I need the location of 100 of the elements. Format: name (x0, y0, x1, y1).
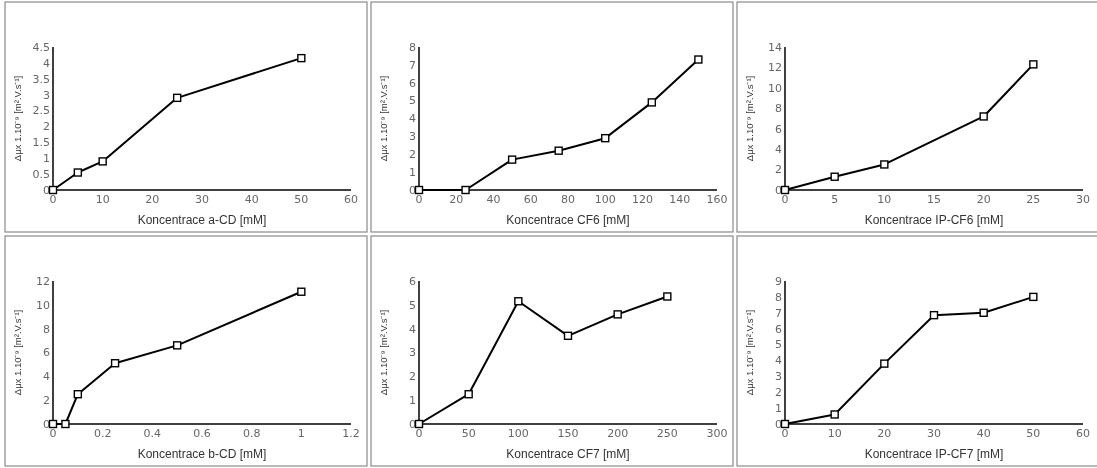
y-axis-title: Δμx 1.10⁻⁹ [m².V.s⁻¹] (744, 75, 755, 162)
y-tick-label: 1 (409, 165, 416, 179)
x-axis-title: Koncentrace b-CD [mM] (137, 447, 267, 461)
y-tick-label: 8 (775, 102, 782, 116)
y-tick-label: 0 (43, 183, 50, 197)
point (297, 53, 306, 63)
point (414, 419, 424, 429)
y-tick-label: 4.5 (32, 40, 50, 54)
x-tick-label: 0.4 (143, 427, 162, 440)
y-tick-label: 5 (409, 298, 416, 312)
y-tick-label: 0 (775, 417, 782, 431)
y-tick-label: 2 (775, 163, 782, 177)
x-tick-label: 60 (1076, 427, 1090, 440)
y-tick-label: 14 (768, 40, 782, 54)
point (1029, 292, 1038, 302)
point (563, 331, 573, 341)
y-axis-title: Δμx 1.10⁻⁹ [m².V.s⁻¹] (12, 75, 23, 162)
point (663, 292, 672, 301)
point (61, 419, 70, 429)
y-tick-label: 5 (775, 338, 782, 352)
point (979, 308, 988, 317)
y-tick-label: 0 (775, 183, 782, 197)
x-tick-label: 10 (877, 193, 892, 206)
x-tick-label: 100 (594, 193, 616, 206)
y-tick-label: 4 (775, 142, 782, 156)
y-tick-label: 5 (409, 94, 416, 108)
y-axis-title: Δμx 1.10⁻⁹ [m².V.s⁻¹] (378, 309, 389, 396)
point (780, 419, 790, 429)
point (507, 155, 517, 164)
x-tick-label: 100 (507, 427, 529, 440)
x-tick-label: 20 (449, 193, 464, 206)
y-tick-label: 0.5 (32, 167, 50, 181)
point (613, 310, 622, 319)
y-tick-label: 12 (36, 274, 50, 288)
point (297, 287, 306, 296)
y-axis-title: Δμx 1.10⁻⁹ [m².V.s⁻¹] (378, 75, 389, 162)
x-tick-label: 30 (1076, 193, 1090, 206)
y-tick-label: 4 (775, 354, 782, 368)
x-tick-label: 40 (976, 427, 991, 440)
y-tick-label: 2 (409, 370, 416, 384)
y-tick-label: 2.5 (32, 104, 50, 118)
x-tick-label: 30 (927, 427, 941, 440)
y-tick-label: 2 (43, 120, 50, 134)
y-tick-label: 6 (409, 76, 416, 90)
y-tick-label: 10 (768, 81, 782, 95)
x-tick-label: 50 (461, 427, 476, 440)
point (830, 410, 839, 419)
x-tick-label: 0.2 (93, 427, 112, 440)
y-tick-label: 3.5 (32, 72, 50, 86)
point (780, 185, 790, 195)
y-tick-label: 4 (409, 112, 416, 126)
x-tick-label: 60 (523, 193, 538, 206)
y-tick-label: 8 (43, 322, 50, 336)
y-tick-label: 0 (43, 417, 50, 431)
x-tick-label: 0.8 (242, 427, 261, 440)
point (880, 160, 889, 169)
x-tick-label: 160 (706, 193, 728, 206)
point (461, 185, 470, 195)
x-tick-label: 30 (195, 193, 209, 206)
y-axis-title: Δμx 1.10⁻⁹ [m².V.s⁻¹] (12, 309, 23, 396)
x-tick-label: 40 (486, 193, 501, 206)
x-tick-label: 60 (344, 193, 358, 206)
x-axis-title: Koncentrace a-CD [mM] (137, 213, 267, 227)
x-tick-label: 200 (607, 427, 629, 440)
y-tick-label: 6 (775, 122, 782, 136)
y-tick-label: 3 (43, 88, 50, 102)
x-tick-label: 15 (927, 193, 941, 206)
y-tick-label: 0 (409, 183, 416, 197)
point (979, 112, 988, 121)
x-tick-label: 50 (1026, 427, 1041, 440)
point (929, 310, 939, 320)
y-tick-label: 7 (409, 58, 416, 72)
x-tick-label: 10 (95, 193, 110, 206)
y-tick-label: 4 (43, 370, 50, 384)
point (414, 185, 424, 195)
y-tick-label: 3 (409, 130, 416, 144)
y-tick-label: 4 (409, 322, 416, 336)
y-tick-label: 1 (775, 401, 782, 415)
y-tick-label: 2 (775, 386, 782, 400)
x-tick-label: 0.6 (193, 427, 211, 440)
y-tick-label: 1.5 (32, 136, 50, 150)
y-tick-label: 6 (775, 322, 782, 336)
x-tick-label: 20 (145, 193, 160, 206)
point (73, 390, 83, 399)
y-tick-label: 10 (36, 298, 50, 312)
x-tick-label: 25 (1026, 193, 1041, 206)
y-tick-label: 8 (775, 290, 782, 304)
x-tick-label: 250 (656, 427, 678, 440)
y-tick-label: 12 (768, 61, 782, 75)
x-tick-label: 50 (294, 193, 309, 206)
point (1029, 60, 1038, 69)
x-tick-label: 1.2 (342, 427, 360, 440)
point (110, 359, 120, 368)
point (48, 185, 58, 195)
y-tick-label: 6 (409, 274, 416, 288)
x-tick-label: 20 (976, 193, 991, 206)
y-tick-label: 8 (409, 40, 416, 54)
y-tick-label: 6 (43, 346, 50, 360)
y-tick-label: 4 (43, 56, 50, 70)
y-tick-label: 2 (409, 148, 416, 162)
